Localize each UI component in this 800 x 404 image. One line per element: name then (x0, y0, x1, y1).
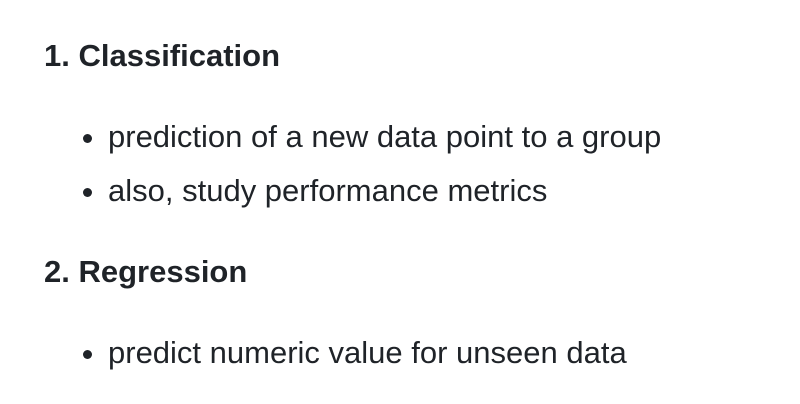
list-item: also, study performance metrics (108, 173, 548, 208)
section-heading-regression: 2. Regression (44, 254, 248, 289)
bullet-icon (83, 350, 92, 359)
section-heading-classification: 1. Classification (44, 38, 281, 73)
bullet-icon (83, 134, 92, 143)
list-item: prediction of a new data point to a grou… (108, 119, 662, 154)
bullet-icon (83, 188, 92, 197)
list-item: predict numeric value for unseen data (108, 335, 627, 370)
